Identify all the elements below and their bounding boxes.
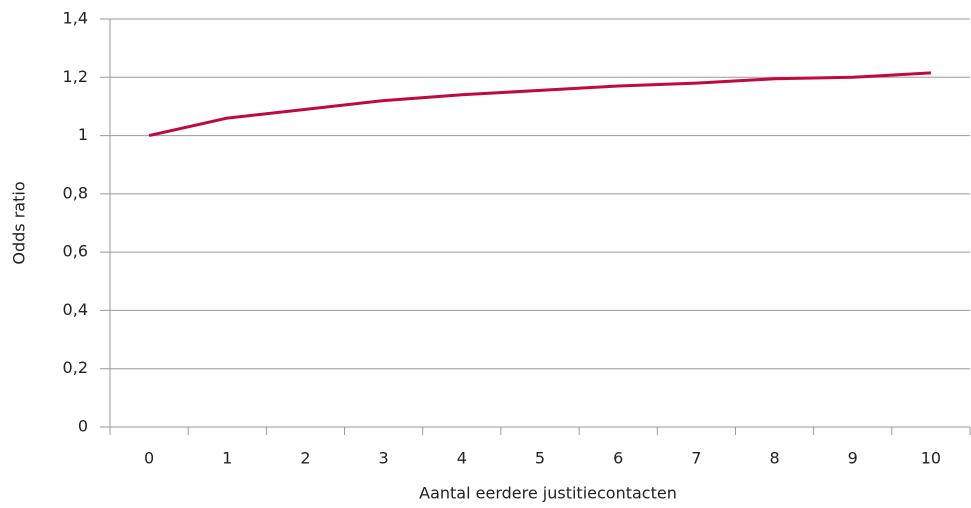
x-tick-label: 1: [222, 449, 232, 468]
x-tick-label: 8: [769, 449, 779, 468]
y-tick-label: 0,4: [63, 300, 88, 319]
x-axis-title: Aantal eerdere justitiecontacten: [419, 484, 677, 503]
x-tick-label: 9: [848, 449, 858, 468]
y-axis-title: Odds ratio: [10, 181, 29, 264]
y-tick-label: 1,4: [63, 9, 88, 28]
y-tick-label: 1: [78, 125, 88, 144]
y-tick-label: 0,8: [63, 183, 88, 202]
x-tick-label: 3: [379, 449, 389, 468]
x-tick-label: 7: [691, 449, 701, 468]
y-tick-label: 1,2: [63, 67, 88, 86]
y-tick-label: 0,6: [63, 242, 88, 261]
x-tick-label: 10: [921, 449, 941, 468]
y-tick-label: 0: [78, 417, 88, 436]
data-line: [148, 71, 931, 138]
x-tick-label: 5: [535, 449, 545, 468]
y-tick-label: 0,2: [63, 358, 88, 377]
x-tick-label: 0: [144, 449, 154, 468]
x-tick-label: 2: [300, 449, 310, 468]
x-tick-label: 6: [613, 449, 623, 468]
x-tick-label: 4: [457, 449, 467, 468]
